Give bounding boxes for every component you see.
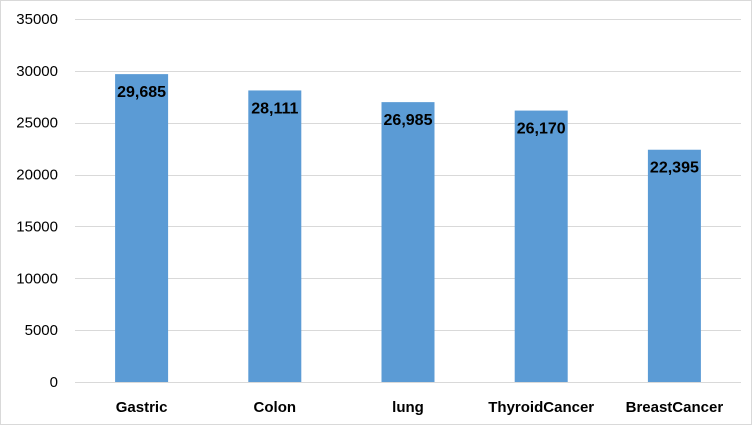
- y-tick-label: 30000: [16, 63, 58, 80]
- bar: [381, 102, 435, 382]
- bar: [647, 149, 701, 382]
- y-tick-label: 15000: [16, 218, 58, 235]
- x-tick-label: lung: [392, 399, 424, 416]
- bars: [115, 74, 701, 383]
- y-tick-label: 10000: [16, 270, 58, 287]
- bar: [514, 110, 568, 382]
- data-label: 26,170: [517, 121, 566, 138]
- y-axis-ticks: 0 5000 10000 15000 20000 25000 30000 35000: [16, 11, 58, 391]
- x-tick-label: ThyroidCancer: [488, 399, 594, 416]
- data-label: 29,685: [117, 84, 166, 101]
- x-axis-ticks: Gastric Colon lung ThyroidCancer BreastCance…: [116, 399, 724, 416]
- y-tick-label: 35000: [16, 11, 58, 28]
- bar: [248, 90, 302, 383]
- y-tick-label: 25000: [16, 115, 58, 132]
- x-tick-label: Colon: [254, 399, 297, 416]
- x-tick-label: BreastCancer: [626, 399, 724, 416]
- data-label: 28,111: [251, 100, 298, 117]
- bar: [115, 74, 169, 382]
- data-label: 22,395: [650, 160, 699, 177]
- data-label: 26,985: [384, 112, 433, 129]
- y-tick-label: 5000: [25, 322, 58, 339]
- data-labels: 29,685 28,111 26,985 26,170 22,395: [117, 84, 699, 177]
- y-tick-label: 20000: [16, 167, 58, 184]
- x-tick-label: Gastric: [116, 399, 168, 416]
- y-tick-label: 0: [50, 374, 58, 391]
